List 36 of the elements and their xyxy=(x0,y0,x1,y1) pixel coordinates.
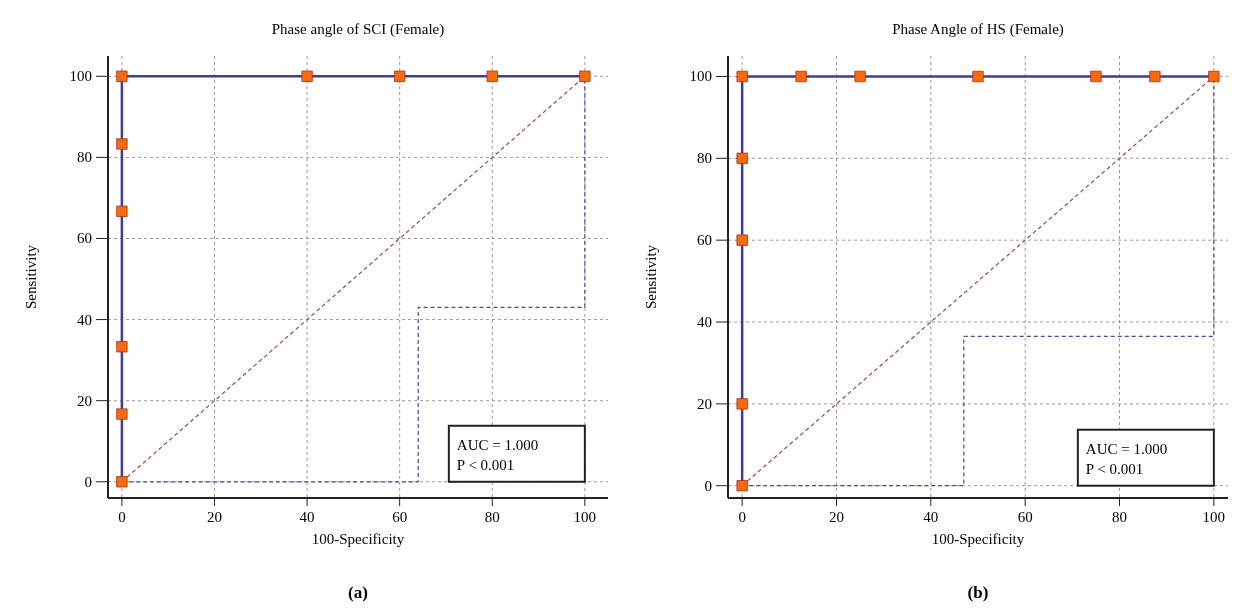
x-tick-label: 40 xyxy=(299,509,315,525)
y-axis-title: Sensitivity xyxy=(643,244,659,310)
y-tick-label: 40 xyxy=(77,311,92,328)
x-tick-label: 20 xyxy=(206,509,222,525)
y-tick-label: 60 xyxy=(77,230,92,247)
text-box: AUC = 1.000 P < 0.001 xyxy=(1076,428,1215,487)
x-tick-label: 100 xyxy=(1202,509,1226,525)
x-tick-label: 100 xyxy=(573,509,597,525)
x-tick-label: 80 xyxy=(484,509,500,525)
x-tick-label: 60 xyxy=(392,509,408,525)
text: (a) xyxy=(348,583,368,602)
x-tick-label: 80 xyxy=(1112,509,1128,525)
y-tick-label: 60 xyxy=(697,232,712,249)
y-tick-label: 20 xyxy=(697,395,712,412)
y-tick-label: 40 xyxy=(697,314,712,331)
y-tick-label: 80 xyxy=(77,149,92,166)
annotation: AUC = 1.000 P < 0.001 xyxy=(456,436,539,473)
x-tick-label: 60 xyxy=(1017,509,1033,525)
x-axis-title: 100-Specificity xyxy=(931,531,1025,547)
annotation: AUC = 1.000 P < 0.001 xyxy=(1085,440,1168,477)
y-tick-label: 20 xyxy=(77,392,92,409)
text: (b) xyxy=(967,583,989,602)
y-tick-label: 0 xyxy=(704,477,712,494)
chart-title: Phase Angle of HS (Female) xyxy=(892,21,1064,38)
y-tick-label: 100 xyxy=(689,68,712,85)
x-tick-label: 0 xyxy=(738,509,746,525)
y-tick-label: 80 xyxy=(697,150,712,167)
y-tick-label: 100 xyxy=(69,68,92,85)
y-axis-title: Sensitivity xyxy=(23,244,39,310)
chart-title: Phase angle of SCI (Female) xyxy=(271,21,445,38)
y-tick-label: 0 xyxy=(84,473,92,490)
text-box: AUC = 1.000 P < 0.001 xyxy=(447,424,586,483)
x-axis-title: 100-Specificity xyxy=(311,531,405,547)
x-tick-label: 0 xyxy=(118,509,126,525)
x-tick-label: 20 xyxy=(828,509,844,525)
x-tick-label: 40 xyxy=(923,509,939,525)
